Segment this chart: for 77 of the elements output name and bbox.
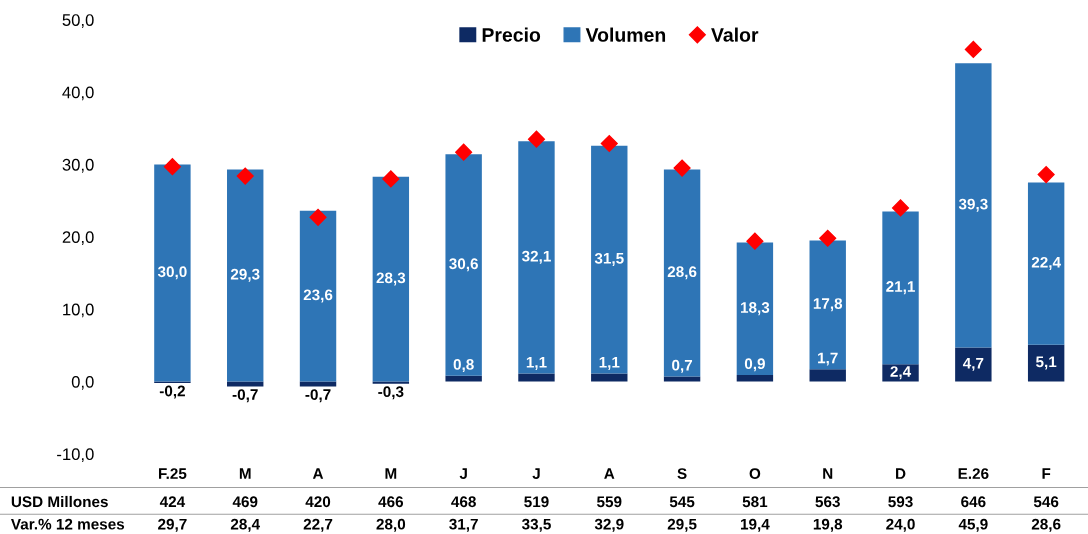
data-label: 0,7 bbox=[672, 359, 693, 373]
data-label: 18,3 bbox=[741, 302, 770, 316]
text: Var.% 12 meses bbox=[10, 518, 125, 530]
text: 424 bbox=[159, 496, 186, 507]
data-label: 21,1 bbox=[886, 281, 915, 295]
x-tick-label: M bbox=[385, 468, 397, 479]
x-tick-label: A bbox=[604, 468, 615, 479]
x-tick-label: M bbox=[239, 468, 251, 479]
data-label: -0,2 bbox=[159, 385, 185, 399]
data-label: 32,9 bbox=[594, 518, 624, 532]
text: 563 bbox=[815, 496, 840, 508]
data-label: 31,7 bbox=[449, 518, 478, 532]
y-tick-label: 20,0 bbox=[62, 231, 94, 245]
x-tick-label: F bbox=[1042, 468, 1051, 479]
data-label: 19,8 bbox=[813, 518, 843, 532]
data-label: 22,7 bbox=[303, 518, 333, 532]
text: 646 bbox=[961, 496, 986, 508]
text: USD Millones bbox=[11, 495, 108, 508]
data-label: 23,6 bbox=[303, 289, 333, 303]
data-label: 28,6 bbox=[1031, 518, 1061, 532]
data-label: 19,4 bbox=[741, 518, 770, 532]
data-label: 29,3 bbox=[230, 268, 260, 282]
data-label: 29,5 bbox=[667, 518, 697, 532]
data-label: -0,3 bbox=[378, 386, 404, 400]
data-label: 0,9 bbox=[744, 358, 765, 372]
y-tick-label: -10,0 bbox=[57, 448, 94, 463]
data-label: 28,3 bbox=[376, 272, 406, 286]
x-tick-label: J bbox=[459, 468, 467, 480]
x-tick-label: S bbox=[677, 468, 687, 480]
data-label: 31,5 bbox=[594, 252, 624, 266]
data-label: -0,7 bbox=[232, 389, 258, 403]
data-label: 28,6 bbox=[667, 266, 697, 280]
data-label: 1,1 bbox=[526, 357, 547, 370]
x-tick-label: N bbox=[823, 468, 833, 479]
text: 545 bbox=[669, 496, 695, 508]
data-label: 5,1 bbox=[1036, 356, 1057, 370]
text: 519 bbox=[524, 496, 549, 508]
y-tick-label: 30,0 bbox=[62, 158, 94, 173]
data-label: 32,1 bbox=[521, 250, 551, 264]
data-label: 28,0 bbox=[376, 518, 406, 532]
text: 466 bbox=[378, 496, 404, 508]
data-label: 29,7 bbox=[158, 518, 187, 532]
y-tick-label: 50,0 bbox=[62, 14, 94, 28]
x-tick-label: J bbox=[532, 468, 540, 480]
x-tick-label: O bbox=[749, 468, 761, 480]
data-label: 1,7 bbox=[818, 352, 838, 366]
text: 468 bbox=[451, 496, 476, 508]
text: 546 bbox=[1033, 496, 1059, 508]
text: 593 bbox=[888, 496, 913, 508]
data-label: 4,7 bbox=[962, 357, 984, 371]
data-label: 30,0 bbox=[157, 266, 187, 280]
x-tick-label: F.25 bbox=[158, 468, 187, 480]
data-label: 22,4 bbox=[1031, 256, 1061, 270]
y-tick-label: 10,0 bbox=[63, 303, 94, 318]
data-label: -0,7 bbox=[305, 389, 331, 403]
legend-label: Valor bbox=[711, 27, 759, 42]
data-label: 33,5 bbox=[521, 518, 551, 532]
data-label: 39,3 bbox=[958, 198, 988, 212]
data-label: 1,1 bbox=[599, 357, 620, 370]
data-label: 0,8 bbox=[453, 359, 474, 373]
data-label: 24,0 bbox=[886, 518, 915, 532]
x-tick-label: D bbox=[896, 468, 906, 479]
y-tick-label: 0,0 bbox=[71, 375, 94, 390]
text: 581 bbox=[742, 496, 768, 508]
x-tick-label: E.26 bbox=[958, 468, 989, 480]
data-label: 45,9 bbox=[958, 518, 988, 532]
data-label: 17,8 bbox=[813, 298, 843, 312]
y-tick-label: 40,0 bbox=[62, 86, 94, 101]
text: 469 bbox=[232, 496, 258, 508]
legend-label: Volumen bbox=[585, 27, 666, 42]
text: 559 bbox=[597, 496, 622, 508]
legend-label: Precio bbox=[482, 27, 541, 42]
data-label: 30,6 bbox=[449, 258, 478, 272]
text: 420 bbox=[305, 496, 331, 508]
x-tick-label: A bbox=[312, 468, 324, 479]
data-label: 2,4 bbox=[890, 366, 912, 380]
data-label: 28,4 bbox=[230, 518, 261, 532]
